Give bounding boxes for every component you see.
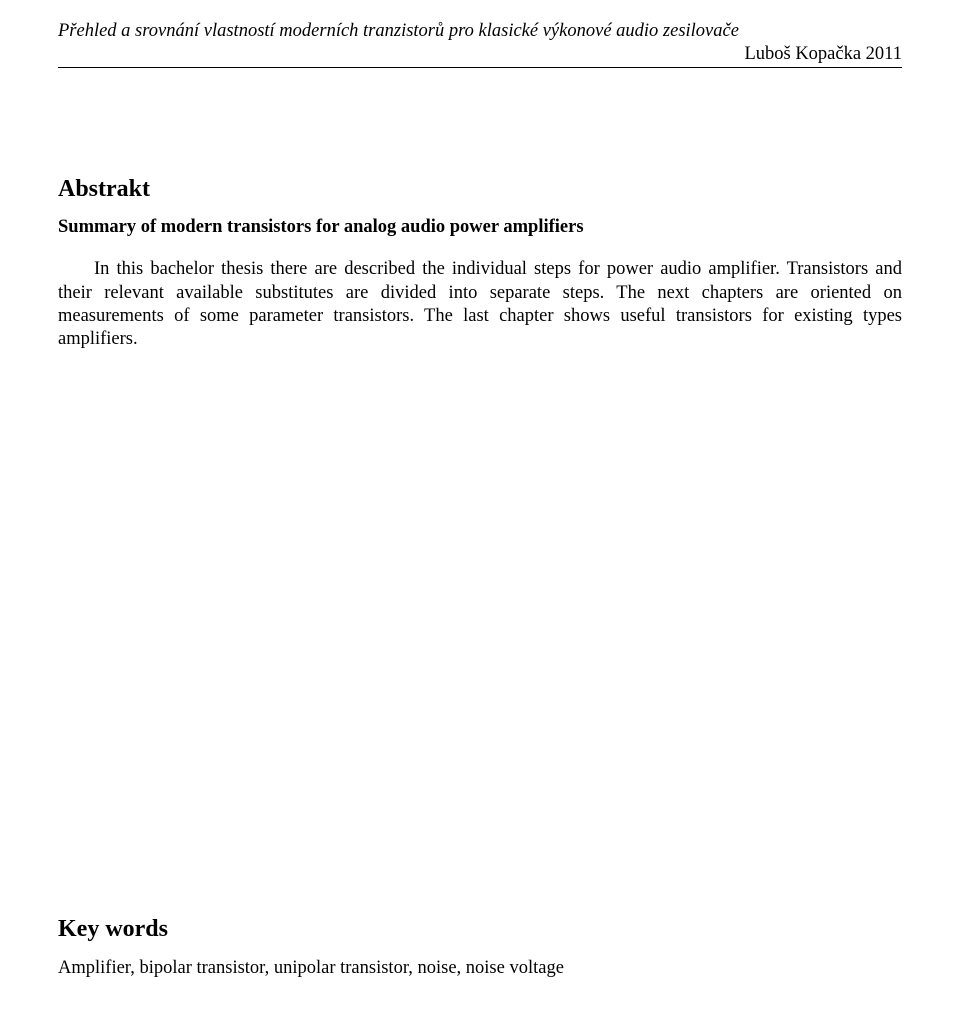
header-title: Přehled a srovnání vlastností moderních …: [58, 20, 902, 42]
keywords-heading: Key words: [58, 916, 902, 943]
header-rule: [58, 67, 902, 68]
header-author: Luboš Kopačka 2011: [58, 43, 902, 65]
keywords-section: Key words Amplifier, bipolar transistor,…: [58, 916, 902, 980]
page-header: Přehled a srovnání vlastností moderních …: [58, 20, 902, 68]
abstract-body: In this bachelor thesis there are descri…: [58, 258, 902, 351]
abstract-subtitle: Summary of modern transistors for analog…: [58, 217, 902, 238]
abstract-heading: Abstrakt: [58, 176, 902, 203]
keywords-list: Amplifier, bipolar transistor, unipolar …: [58, 957, 902, 980]
abstract-section: Abstrakt Summary of modern transistors f…: [58, 176, 902, 351]
